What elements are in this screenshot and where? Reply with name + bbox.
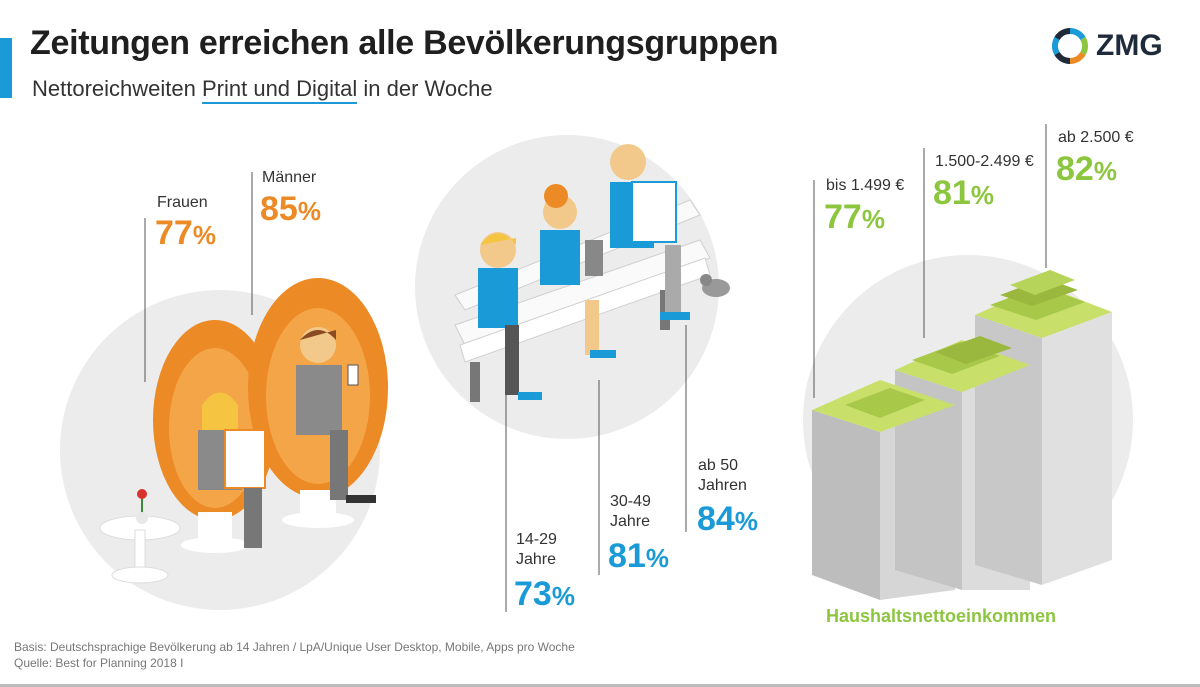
category-label-line: Jahren <box>698 477 747 494</box>
category-label-line: 14-29 <box>516 531 557 548</box>
money-stack-icon <box>895 336 1030 392</box>
category-label: 30-49 Jahre <box>610 492 651 532</box>
subtitle-highlight: Print und Digital <box>201 76 358 104</box>
category-label: 1.500-2.499 € <box>935 153 1034 170</box>
connector-lines <box>144 124 1047 612</box>
category-label: Männer <box>262 169 317 186</box>
money-stack-icon <box>975 270 1112 338</box>
subtitle-post: in der Woche <box>357 76 493 101</box>
flower-icon <box>136 489 148 524</box>
zmg-logo-icon <box>1052 28 1088 64</box>
percent-sign: % <box>645 543 669 573</box>
value-number: 85 <box>260 190 298 228</box>
value-number: 77 <box>824 198 862 236</box>
page-subtitle: Nettoreichweiten Print und Digital in de… <box>32 76 493 104</box>
value-label: 73% <box>514 575 575 615</box>
value-number: 82 <box>1056 150 1094 188</box>
reader-middle <box>540 184 616 358</box>
category-label-line: Jahre <box>610 513 651 530</box>
value-label: 82% <box>1056 150 1117 190</box>
page-title: Zeitungen erreichen alle Bevölkerungsgru… <box>30 24 779 62</box>
category-label-line: ab 50 <box>698 457 739 474</box>
value-label: 77% <box>155 214 216 254</box>
money-stack-icon <box>812 380 955 432</box>
value-number: 84 <box>697 500 735 538</box>
zmg-logo: ZMG <box>1052 26 1163 66</box>
value-label: 84% <box>697 500 758 540</box>
percent-sign: % <box>1093 156 1117 186</box>
value-label: 85% <box>260 190 321 230</box>
category-label: ab 2.500 € <box>1058 129 1134 146</box>
category-label-line: Jahre <box>516 551 557 568</box>
percent-sign: % <box>734 506 758 536</box>
category-label-line: 30-49 <box>610 493 651 510</box>
value-label: 81% <box>608 537 669 577</box>
value-number: 81 <box>933 174 971 212</box>
category-label: ab 50 Jahren <box>698 456 747 496</box>
value-number: 77 <box>155 214 193 252</box>
footnote-source: Quelle: Best for Planning 2018 I <box>14 656 184 670</box>
percent-sign: % <box>297 196 321 226</box>
category-label: 14-29 Jahre <box>516 530 557 570</box>
value-number: 81 <box>608 537 646 575</box>
category-label: bis 1.499 € <box>826 177 905 194</box>
percent-sign: % <box>970 180 994 210</box>
percent-sign: % <box>861 204 885 234</box>
income-axis-label: Haushaltsnettoeinkommen <box>826 606 1057 626</box>
reader-senior <box>610 144 690 320</box>
reader-man <box>296 327 376 503</box>
logo-text: ZMG <box>1096 29 1163 62</box>
reader-woman <box>198 392 266 548</box>
value-label: 77% <box>824 198 885 238</box>
reader-young <box>478 232 542 400</box>
value-label: 81% <box>933 174 994 214</box>
footnote-basis: Basis: Deutschsprachige Bevölkerung ab 1… <box>14 640 575 654</box>
category-label: Frauen <box>157 194 208 211</box>
income-pillars <box>812 312 1112 600</box>
percent-sign: % <box>192 220 216 250</box>
pigeon-icon <box>700 274 730 297</box>
subtitle-pre: Nettoreichweiten <box>32 76 202 101</box>
bottom-rule <box>0 684 1200 687</box>
percent-sign: % <box>551 581 575 611</box>
value-number: 73 <box>514 575 552 613</box>
accent-bar <box>0 38 12 98</box>
